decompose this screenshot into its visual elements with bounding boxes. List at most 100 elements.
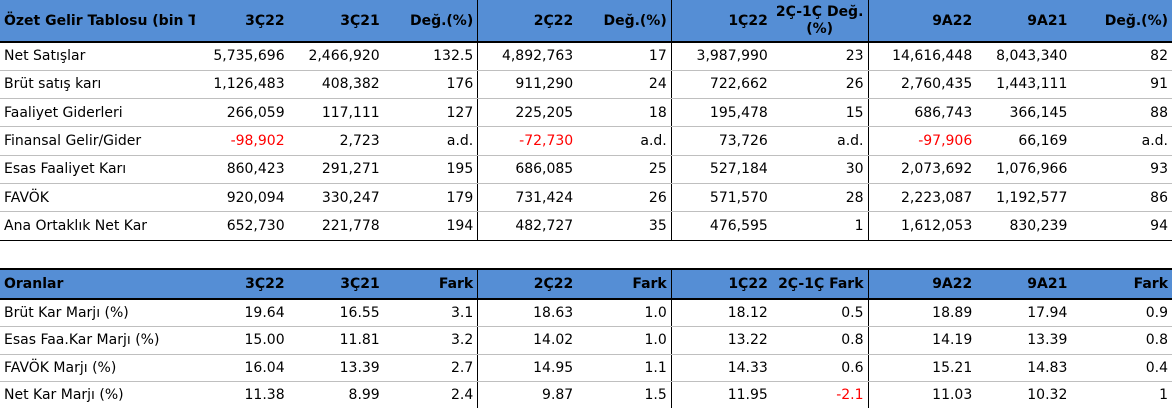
table-cell: 19.64 [194,299,289,327]
row-label: Faaliyet Giderleri [0,98,195,128]
table-cell: 2.7 [383,354,478,382]
table-cell: 1,443,111 [976,70,1072,100]
table-cell: 0.8 [771,326,869,355]
table-cell: 408,382 [288,70,384,100]
table-cell: 330,247 [288,183,384,213]
table-cell: 16.55 [288,299,384,327]
table-cell: 0.5 [771,299,869,327]
table-cell: 195,478 [670,98,772,128]
table-cell: 23 [771,42,869,71]
col-header: 3Ç21 [288,268,384,300]
table-row: Finansal Gelir/Gider -98,902 2,723 a.d. -72,… [0,126,1172,156]
table-cell: 15 [771,98,869,128]
col-header: 9A22 [867,0,977,43]
table-cell: 911,290 [477,70,578,100]
col-header: Fark [383,268,478,300]
col-header: 1Ç22 [670,268,772,300]
col-header: 3Ç22 [194,0,289,43]
table-cell: 686,743 [867,98,977,128]
table-cell: 17.94 [976,299,1072,327]
row-label: Net Kar Marjı (%) [0,381,195,408]
table-cell: 66,169 [976,126,1072,156]
table-row: Esas Faaliyet Karı 860,423 291,271 195 686,0… [0,155,1172,184]
col-header: 2Ç-1Ç Değ.(%) [771,0,869,43]
table-cell: 1.1 [577,354,672,382]
row-label: Ana Ortaklık Net Kar [0,211,195,241]
table-cell: 1 [1071,381,1172,408]
table-cell: 11.81 [288,326,384,355]
table-row: FAVÖK Marjı (%) 16.04 13.39 2.7 14.95 1.1 14.3… [0,354,1172,382]
table-cell: 91 [1071,70,1172,100]
table-cell: 8,043,340 [976,42,1072,71]
table-cell: 4,892,763 [477,42,578,71]
table-cell: 195 [383,155,478,184]
table-cell: 132.5 [383,42,478,71]
table-cell: 221,778 [288,211,384,241]
table-row: Ana Ortaklık Net Kar 652,730 221,778 194 482… [0,211,1172,241]
table-cell: 14.95 [477,354,578,382]
table-cell: 652,730 [194,211,289,241]
table-cell: 1,612,053 [867,211,977,241]
table-cell: 2,760,435 [867,70,977,100]
table-cell: 1,192,577 [976,183,1072,213]
table-row: Net Kar Marjı (%) 11.38 8.99 2.4 9.87 1.5 11.9… [0,381,1172,408]
ratios-table-title: Oranlar [0,268,195,300]
table-cell: 920,094 [194,183,289,213]
table-cell: a.d. [771,126,869,156]
col-header: 2Ç-1Ç Fark [771,268,869,300]
table-cell: 13.39 [288,354,384,382]
table-cell: 571,570 [670,183,772,213]
table-cell: -98,902 [194,126,289,156]
table-cell: -97,906 [867,126,977,156]
table-row: Brüt satış karı 1,126,483 408,382 176 911,29… [0,70,1172,100]
table-cell: 2,073,692 [867,155,977,184]
table-cell: 117,111 [288,98,384,128]
table-cell: 1,126,483 [194,70,289,100]
col-header: 3Ç22 [194,268,289,300]
table-cell: a.d. [577,126,672,156]
table-cell: 179 [383,183,478,213]
table-cell: 0.6 [771,354,869,382]
table-cell: 35 [577,211,672,241]
col-header: Değ.(%) [1071,0,1172,43]
table-cell: 476,595 [670,211,772,241]
table-cell: 13.22 [670,326,772,355]
table-cell: 93 [1071,155,1172,184]
col-header: 9A21 [976,0,1072,43]
table-cell: 1,076,966 [976,155,1072,184]
table-cell: 9.87 [477,381,578,408]
col-header: 9A21 [976,268,1072,300]
income-statement-table: Özet Gelir Tablosu (bin TL) 3Ç22 3Ç21 De… [0,0,1172,241]
table-cell: 94 [1071,211,1172,241]
table-cell: 127 [383,98,478,128]
table-cell: 225,205 [477,98,578,128]
ratios-header-row: Oranlar 3Ç22 3Ç21 Fark 2Ç22 Fark 1Ç22 2Ç… [0,268,1172,300]
table-cell: 88 [1071,98,1172,128]
table-cell: 686,085 [477,155,578,184]
table-cell: 25 [577,155,672,184]
table-cell: 14.83 [976,354,1072,382]
row-label: Esas Faa.Kar Marjı (%) [0,326,195,355]
table-cell: 2,466,920 [288,42,384,71]
row-label: Brüt satış karı [0,70,195,100]
table-cell: 3.1 [383,299,478,327]
row-label: Finansal Gelir/Gider [0,126,195,156]
col-header: Fark [1071,268,1172,300]
table-cell: 16.04 [194,354,289,382]
table-cell: 482,727 [477,211,578,241]
table-cell: 0.4 [1071,354,1172,382]
table-cell: 26 [577,183,672,213]
table-cell: 5,735,696 [194,42,289,71]
table-cell: 1.5 [577,381,672,408]
table-cell: 18.63 [477,299,578,327]
table-cell: 3,987,990 [670,42,772,71]
table-row: Esas Faa.Kar Marjı (%) 15.00 11.81 3.2 14.02… [0,326,1172,355]
table-cell: 0.8 [1071,326,1172,355]
table-cell: 1 [771,211,869,241]
table-cell: 266,059 [194,98,289,128]
table-cell: 15.00 [194,326,289,355]
table-cell: 13.39 [976,326,1072,355]
table-row: Brüt Kar Marjı (%) 19.64 16.55 3.1 18.63 1.0 1… [0,299,1172,327]
table-cell: 194 [383,211,478,241]
table-cell: a.d. [1071,126,1172,156]
